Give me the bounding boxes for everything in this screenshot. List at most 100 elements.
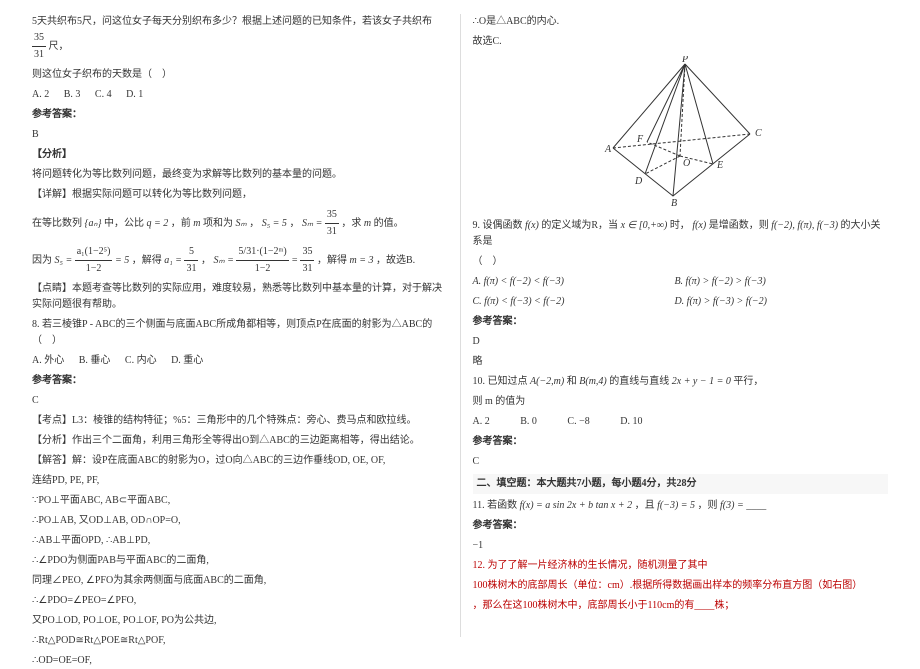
q10-A: A(−2,m) <box>530 376 564 387</box>
eq-sm-frac2: 35 31 <box>300 244 314 277</box>
q7-fenxi: 将问题转化为等比数列问题，最终变为求解等比数列的基本量的问题。 <box>32 167 448 183</box>
q8-s1: 连结PD, PE, PF, <box>32 473 448 489</box>
q12-l2: 100株树木的底部周长（单位：cm）.根据所得数据画出样本的频率分布直方图（如右… <box>473 578 889 594</box>
q10-text: 10. 已知过点 A(−2,m) 和 B(m,4) 的直线与直线 2x + y … <box>473 374 889 390</box>
seq-a: 在等比数列 <box>32 218 82 229</box>
seq-d: 项和为 <box>203 218 233 229</box>
q9-fx2: f(x) <box>692 220 706 231</box>
eq-sm-frac1: 5/31·(1−2ᵐ) 1−2 <box>236 244 288 277</box>
q8-s11: ∴O是△ABC的内心. <box>473 14 889 30</box>
eq-b: ，解得 <box>132 255 162 266</box>
frac-den: 1−2 <box>236 261 288 277</box>
q7-frac: 35 31 <box>32 30 46 63</box>
q9-b: 的定义域为R，当 <box>541 220 618 231</box>
eq-s5l: S₅ = <box>55 255 73 266</box>
q10-opt-d: D. 10 <box>620 416 642 427</box>
q7-eq: 因为 S₅ = a₁(1−2⁵) 1−2 = 5 ，解得 a₁ = 5 31 ，… <box>32 244 448 277</box>
node-d: D <box>634 176 643 187</box>
q10-c: 平行， <box>733 376 763 387</box>
node-p: P <box>681 56 688 65</box>
seq-g: ，求 <box>341 218 361 229</box>
frac-num: a₁(1−2⁵) <box>75 244 113 261</box>
page: 5天共织布5尺，问这位女子每天分别织布多少？根据上述问题的已知条件，若该女子共织… <box>0 0 920 651</box>
q9-dom: x ∈ [0,+∞) <box>621 220 668 231</box>
q8-s2: ∵PO⊥平面ABC, AB⊂平面ABC, <box>32 493 448 509</box>
q8-s8: 又PO⊥OD, PO⊥OE, PO⊥OF, PO为公共边, <box>32 613 448 629</box>
q7-intro-b: 尺， <box>49 41 69 52</box>
pyramid-diagram: P A B C D E F O <box>473 56 889 212</box>
q7-intro-a: 5天共织布5尺，问这位女子每天分别织布多少？根据上述问题的已知条件，若该女子共织… <box>32 16 432 27</box>
q9-text: 9. 设偶函数 f(x) 的定义域为R，当 x ∈ [0,+∞) 时， f(x)… <box>473 218 889 250</box>
node-c: C <box>755 128 762 139</box>
seq-h: 的值。 <box>374 218 404 229</box>
frac-num: 35 <box>325 207 339 224</box>
eq-a: 因为 <box>32 255 52 266</box>
q8-s10: ∴OD=OE=OF, <box>32 653 448 669</box>
q9-d: 是增函数，则 <box>709 220 769 231</box>
q8-text: 8. 若三棱锥P - ABC的三个侧面与底面ABC所成角都相等，则顶点P在底面的… <box>32 317 448 349</box>
seq-c: ，前 <box>171 218 191 229</box>
right-column: ∴O是△ABC的内心. 故选C. P A B C D E <box>461 14 901 637</box>
q11-blank: ____ <box>746 500 766 511</box>
q11-c: ，则 <box>698 500 718 511</box>
frac-den: 31 <box>184 261 198 277</box>
q8-s6: 同理∠PEO, ∠PFO为其余两侧面与底面ABC的二面角, <box>32 573 448 589</box>
q9-omit: 略 <box>473 354 889 370</box>
seq-q: q = 2 <box>146 218 168 229</box>
answer-label: 参考答案： <box>473 314 889 330</box>
q9-opt-b: B. f(π) > f(−2) > f(−3) <box>674 274 873 290</box>
q9-opt-a: A. f(π) < f(−2) < f(−3) <box>473 274 672 290</box>
q7-dianjing: 【点睛】本题考查等比数列的实际应用，难度较易，熟悉等比数列中基本量的计算，对于解… <box>32 281 448 313</box>
q11-text: 11. 若函数 f(x) = a sin 2x + b tan x + 2 ，且… <box>473 498 889 514</box>
q11-b: ，且 <box>635 500 655 511</box>
q9-fx: f(x) <box>525 220 539 231</box>
q9-opt-d: D. f(π) > f(−3) > f(−2) <box>674 294 873 310</box>
q10-B: B(m,4) <box>579 376 607 387</box>
eq-d: ，解得 <box>317 255 347 266</box>
q9-answer: D <box>473 334 889 350</box>
q11-answer: −1 <box>473 538 889 554</box>
answer-label: 参考答案： <box>473 434 889 450</box>
q10-and: 和 <box>567 376 577 387</box>
q8-jieda: 【解答】解：设P在底面ABC的射影为O，过O向△ABC的三边作垂线OD, OE,… <box>32 453 448 469</box>
q9-row2: C. f(π) < f(−3) < f(−2) D. f(π) > f(−3) … <box>473 294 889 310</box>
frac-num: 5/31·(1−2ᵐ) <box>236 244 288 261</box>
q9-a: 9. 设偶函数 <box>473 220 523 231</box>
frac-den: 31 <box>325 224 339 240</box>
q9-vals: f(−2), f(π), f(−3) <box>771 220 838 231</box>
q10-options: A. 2 B. 0 C. −8 D. 10 <box>473 414 889 430</box>
seq-e: ， <box>249 218 259 229</box>
frac-den: 31 <box>300 261 314 277</box>
q7-text: 5天共织布5尺，问这位女子每天分别织布多少？根据上述问题的已知条件，若该女子共织… <box>32 14 448 63</box>
q9-opt-c: C. f(π) < f(−3) < f(−2) <box>473 294 672 310</box>
seq-s5: S₅ = 5 <box>262 218 287 229</box>
q10-answer: C <box>473 454 889 470</box>
q8-s9: ∴Rt△POD≅Rt△POE≅Rt△POF, <box>32 633 448 649</box>
frac-num: 5 <box>184 244 198 261</box>
q8-s5: ∴∠PDO为侧面PAB与平面ABC的二面角, <box>32 553 448 569</box>
node-f: F <box>636 134 644 145</box>
q10-text4: 则 m 的值为 <box>473 394 889 410</box>
seq-frac: 35 31 <box>325 207 339 240</box>
q9-row1: A. f(π) < f(−2) < f(−3) B. f(π) > f(−2) … <box>473 274 889 290</box>
eq-sml: Sₘ = <box>213 255 233 266</box>
eq-eq: = <box>291 255 298 266</box>
eq-e: ，故选B. <box>376 255 415 266</box>
q7-opt-d: D. 1 <box>126 89 143 100</box>
q11-f3: f(−3) = 5 <box>657 500 695 511</box>
q8-s3: ∴PO⊥AB, 又OD⊥AB, OD∩OP=O, <box>32 513 448 529</box>
q8-kaodian: 【考点】L3：棱锥的结构特征；%5：三角形中的几个特殊点：旁心、费马点和欧拉线。 <box>32 413 448 429</box>
q11-f3b: f(3) = <box>720 500 746 511</box>
q11-fx: f(x) = a sin 2x + b tan x + 2 <box>520 500 632 511</box>
q9-f: （ ） <box>473 254 889 270</box>
q8-fenxi: 【分析】作出三个二面角，利用三角形全等得出O到△ABC的三边距离相等，得出结论。 <box>32 433 448 449</box>
q10-opt-c: C. −8 <box>567 416 589 427</box>
fenxi-label: 【分析】 <box>32 147 448 163</box>
q7-options: A. 2 B. 3 C. 4 D. 1 <box>32 87 448 103</box>
seq-m2: m <box>364 218 371 229</box>
q8-opt-c: C. 内心 <box>125 355 157 366</box>
seq-b: 中，公比 <box>104 218 144 229</box>
q8-answer: C <box>32 393 448 409</box>
q7-xiangjie: 【详解】根据实际问题可以转化为等比数列问题， <box>32 187 448 203</box>
node-o: O <box>683 158 690 169</box>
